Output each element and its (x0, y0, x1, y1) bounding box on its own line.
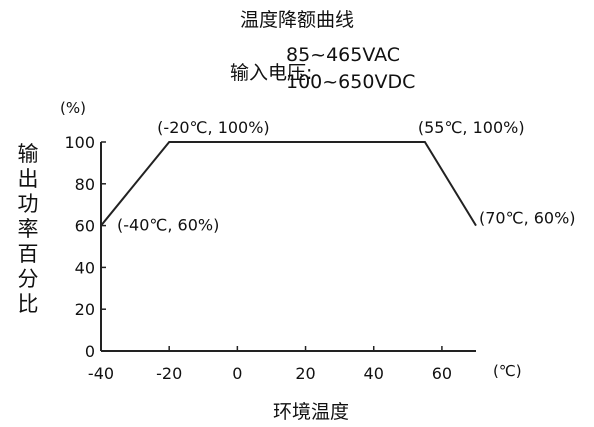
y-axis-label: 输出功率百分比 (15, 143, 39, 318)
x-unit-label: (℃) (493, 362, 522, 380)
input-voltage-ac: 85~465VAC (286, 44, 400, 66)
tick-marks: 0 20 40 60 80 100 -40 -20 0 20 40 60 (64, 133, 452, 383)
point-annotation: (55℃, 100%) (418, 118, 525, 137)
point-annotation: (-20℃, 100%) (157, 118, 270, 137)
y-tick-label: 20 (75, 300, 95, 319)
input-voltage-dc: 100~650VDC (286, 71, 415, 93)
y-unit-label: (%) (60, 99, 86, 117)
x-tick-label: 40 (364, 364, 384, 383)
x-tick-label: -20 (156, 364, 182, 383)
series-group (100, 141, 477, 227)
y-tick-label: 0 (85, 342, 95, 361)
point-annotation: (-40℃, 60%) (117, 216, 219, 235)
y-tick-label: 40 (75, 258, 95, 277)
input-voltage-label: 输入电压: (230, 62, 312, 84)
x-axis-label: 环境温度 (273, 401, 349, 423)
chart-title: 温度降额曲线 (240, 9, 354, 31)
y-tick-label: 100 (64, 133, 95, 152)
x-tick-label: 20 (295, 364, 315, 383)
x-tick-label: 0 (232, 364, 242, 383)
y-tick-label: 60 (75, 217, 95, 236)
x-tick-label: 60 (432, 364, 452, 383)
series-line (100, 141, 477, 227)
y-tick-label: 80 (75, 175, 95, 194)
axes (100, 142, 476, 352)
x-tick-label: -40 (88, 364, 114, 383)
annotation-group: (-40℃, 60%) (-20℃, 100%) (55℃, 100%) (70℃, … (117, 118, 576, 235)
point-annotation: (70℃, 60%) (479, 209, 576, 228)
